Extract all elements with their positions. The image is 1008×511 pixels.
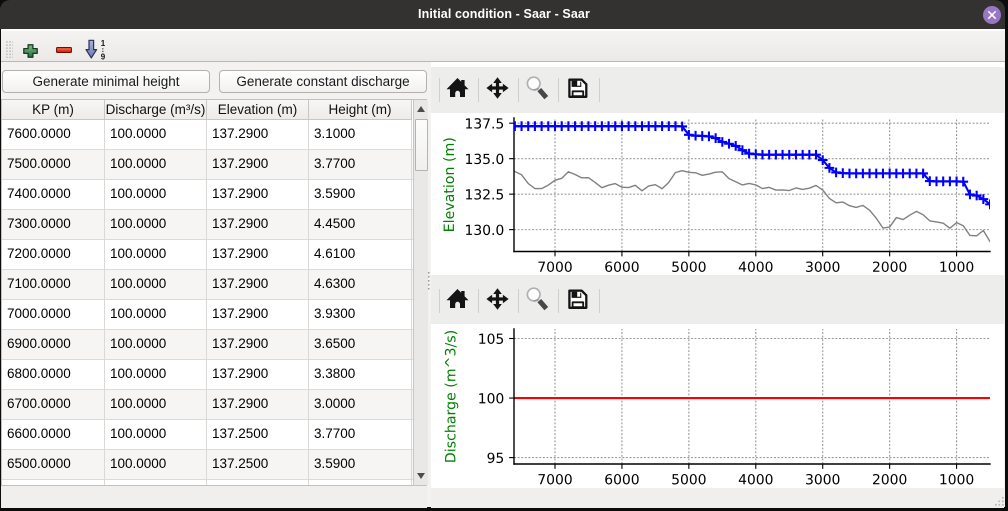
svg-text:9: 9 bbox=[101, 53, 106, 62]
svg-text:1: 1 bbox=[101, 39, 106, 48]
